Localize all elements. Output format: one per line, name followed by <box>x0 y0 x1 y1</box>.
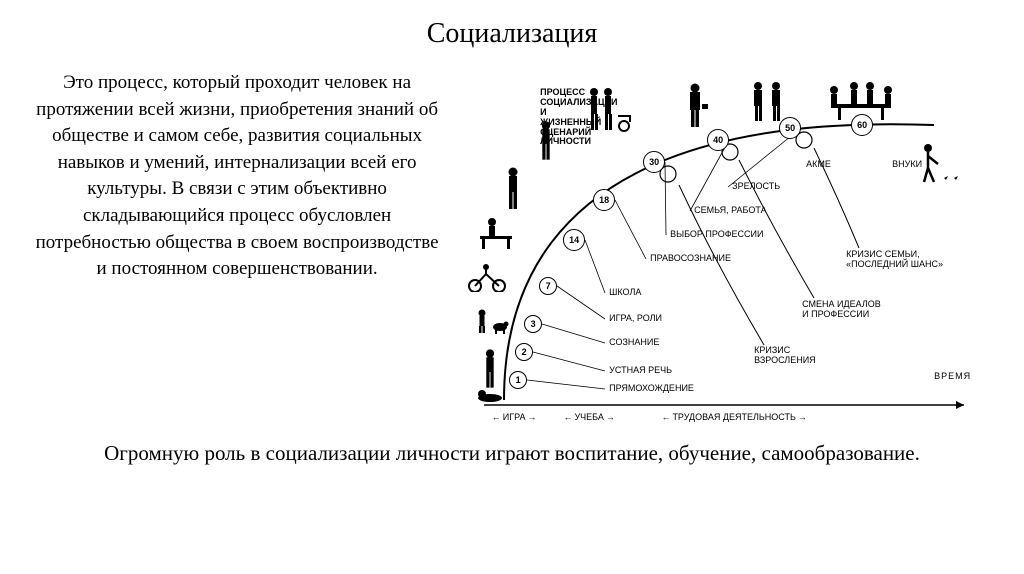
stage-label: СОЗНАНИЕ <box>609 338 659 348</box>
age-circle-14: 14 <box>563 229 585 251</box>
phase-arrow: ←ИГРА→ <box>484 412 544 422</box>
intro-text: Это процесс, который проходит человек на… <box>30 70 454 430</box>
phase-arrow: ←УЧЕБА→ <box>554 412 624 422</box>
silhouette-teen <box>500 166 526 206</box>
silhouette-young <box>534 120 558 164</box>
silhouette-baby <box>476 388 504 402</box>
page-title: Социализация <box>0 0 1024 50</box>
crisis-label: КРИЗИС СЕМЬИ,«ПОСЛЕДНИЙ ШАНС» <box>846 250 943 270</box>
silhouette-child-dog <box>474 308 510 334</box>
silhouette-toddler <box>478 348 502 372</box>
age-circle-30: 30 <box>643 151 665 173</box>
age-circle-2: 2 <box>515 343 533 361</box>
silhouette-grandpa-birds <box>914 140 964 184</box>
silhouette-couple-stroller <box>584 86 634 132</box>
age-circle-18: 18 <box>593 189 615 211</box>
content-row: Это процесс, который проходит человек на… <box>0 50 1024 430</box>
silhouette-business-pair <box>746 80 788 122</box>
socialization-diagram: ПРОЦЕСССОЦИАЛИЗАЦИИИЖИЗНЕННЫЙСЦЕНАРИЙЛИЧ… <box>454 70 994 430</box>
silhouette-bike <box>466 264 508 292</box>
phase-arrow: ←ТРУДОВАЯ ДЕЯТЕЛЬНОСТЬ→ <box>634 412 834 422</box>
stage-label: ШКОЛА <box>609 288 641 298</box>
stage-label: УСТНАЯ РЕЧЬ <box>609 366 672 376</box>
axis-time-label: ВРЕМЯ <box>934 372 971 382</box>
crisis-label: СМЕНА ИДЕАЛОВИ ПРОФЕССИИ <box>802 300 881 320</box>
age-circle-40: 40 <box>707 129 729 151</box>
stage-label: ПРАВОСОЗНАНИЕ <box>650 254 731 264</box>
stage-label: АКМЕ <box>806 160 831 170</box>
age-circle-1: 1 <box>509 371 527 389</box>
stage-label: ПРЯМОХОЖДЕНИЕ <box>609 384 694 394</box>
age-circle-3: 3 <box>524 315 542 333</box>
crisis-label: КРИЗИСВЗРОСЛЕНИЯ <box>754 346 816 366</box>
stage-label: СЕМЬЯ, РАБОТА <box>694 206 766 216</box>
stage-label: ИГРА, РОЛИ <box>609 314 662 324</box>
stage-label: ЗРЕЛОСТЬ <box>732 182 780 192</box>
footer-text: Огромную роль в социализации личности иг… <box>0 430 1024 467</box>
silhouette-man-briefcase <box>680 82 710 128</box>
stage-label: ВЫБОР ПРОФЕССИИ <box>670 230 763 240</box>
silhouette-desk <box>478 214 514 250</box>
age-circle-7: 7 <box>539 277 557 295</box>
silhouette-table-group <box>826 80 896 122</box>
